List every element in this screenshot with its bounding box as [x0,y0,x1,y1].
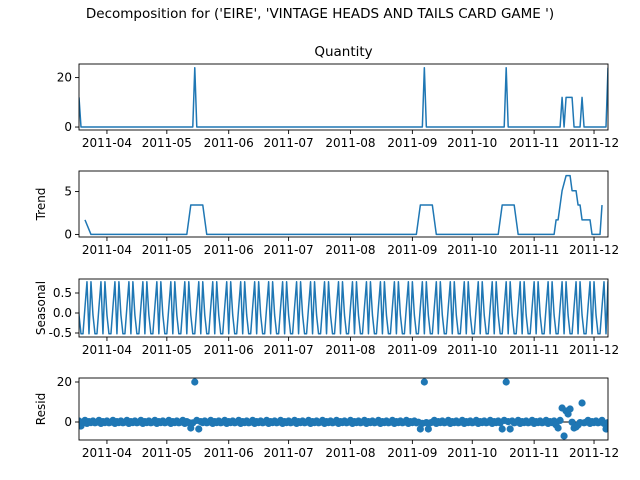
resid-point [424,425,432,433]
plot-area [84,174,603,236]
y-tick-label: 0 [64,415,72,429]
x-tick-label: 2011-07 [264,136,314,150]
y-tick-label: 0.0 [53,306,72,320]
x-tick-label: 2011-12 [569,136,619,150]
x-tick-label: 2011-09 [387,243,437,257]
x-tick-label: 2011-06 [204,136,254,150]
x-tick-label: 2011-06 [204,446,254,460]
plot-area [79,66,608,128]
axes-frame [78,278,609,338]
resid-point [498,425,506,433]
resid-point [554,424,562,432]
axes-frame [78,377,609,441]
plot-area [79,281,608,335]
x-tick-label: 2011-04 [82,136,132,150]
subplot-1: Quantity 0 20 2011-04 2011-05 2011-06 2011-07 2… [57,44,619,150]
x-tick-label: 2011-04 [82,446,132,460]
seasonal-line [79,281,608,335]
resid-point [602,425,608,433]
resid-point [502,378,510,386]
resid-point [191,378,199,386]
subplot-title: Quantity [314,44,372,60]
x-tick-label: 2011-10 [447,343,497,357]
series-line [84,174,603,236]
resid-point [604,419,608,427]
x-tick-label: 2011-05 [142,446,192,460]
y-tick-label: 20 [57,375,72,389]
resid-point [420,378,428,386]
x-tick-label: 2011-10 [447,136,497,150]
x-tick-label: 2011-05 [142,243,192,257]
x-tick-label: 2011-11 [509,343,559,357]
x-tick-label: 2011-10 [447,243,497,257]
x-tick-label: 2011-08 [325,343,375,357]
x-tick-label: 2011-05 [142,343,192,357]
subplot-3: Seasonal -0.5 0.0 0.5 2011-04 2011-05 2011-06 2… [34,278,619,357]
plot-area [79,378,608,440]
x-tick-label: 2011-11 [509,243,559,257]
y-tick-label: 5 [64,185,72,199]
x-tick-label: 2011-09 [387,446,437,460]
x-tick-label: 2011-12 [569,446,619,460]
x-tick-label: 2011-08 [325,446,375,460]
y-tick-label: 0.5 [53,286,72,300]
y-tick-label: 20 [57,71,72,85]
x-tick-label: 2011-08 [325,243,375,257]
resid-point [560,432,568,440]
resid-point [568,418,576,426]
x-tick-label: 2011-06 [204,243,254,257]
resid-point [556,416,564,424]
x-tick-label: 2011-10 [447,446,497,460]
x-tick-label: 2011-12 [569,243,619,257]
subplot-2: Trend 0 5 2011-04 2011-05 2011-06 2011-07 2011-… [34,170,619,257]
x-tick-label: 2011-04 [82,343,132,357]
figure-title: Decomposition for ('EIRE', 'VINTAGE HEAD… [85,6,555,22]
resid-point [566,405,574,413]
x-tick-label: 2011-11 [509,136,559,150]
x-tick-label: 2011-11 [509,446,559,460]
x-tick-label: 2011-09 [387,343,437,357]
x-tick-label: 2011-08 [325,136,375,150]
y-tick-label: -0.5 [49,326,72,340]
resid-point [416,425,424,433]
resid-point [506,425,514,433]
x-tick-label: 2011-12 [569,343,619,357]
x-tick-label: 2011-07 [264,343,314,357]
x-tick-label: 2011-07 [264,446,314,460]
y-axis-label: Seasonal [34,281,48,335]
x-tick-label: 2011-06 [204,343,254,357]
x-tick-label: 2011-09 [387,136,437,150]
y-axis-label: Trend [34,188,48,222]
x-tick-label: 2011-05 [142,136,192,150]
axes-frame [78,63,609,131]
series-line [79,66,608,128]
resid-point [195,425,203,433]
axes-frame [78,170,609,238]
y-tick-label: 0 [64,120,72,134]
y-tick-label: 0 [64,227,72,241]
resid-point [578,399,586,407]
x-tick-label: 2011-04 [82,243,132,257]
x-tick-label: 2011-07 [264,243,314,257]
y-axis-label: Resid [34,393,48,425]
subplot-4: Resid 0 20 2011-04 2011-05 2011-06 2011-07 2011… [34,375,619,460]
